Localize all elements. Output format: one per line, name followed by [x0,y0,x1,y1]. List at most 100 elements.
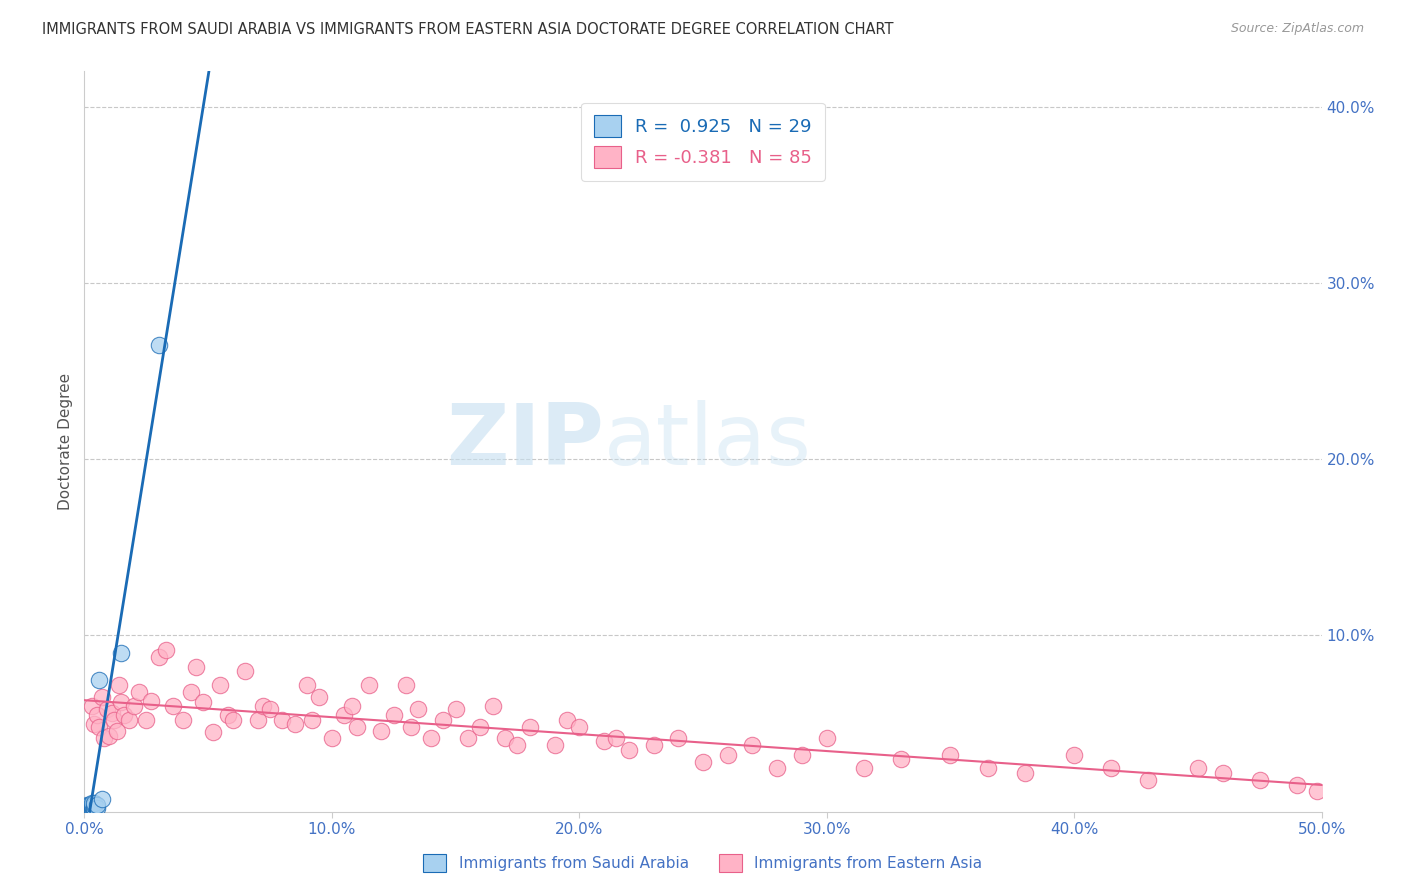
Point [108,678,131,692]
Point [271,713,294,727]
Point [110,646,132,660]
Point [90,792,112,806]
Point [112,707,135,722]
Point [357,678,380,692]
Point [1285,778,1308,792]
Point [1187,761,1209,775]
Point [890,752,912,766]
Point [815,731,838,745]
Point [284,716,307,731]
Point [252,698,274,713]
Y-axis label: Doctorate Degree: Doctorate Degree [58,373,73,510]
Point [666,731,689,745]
Point [184,660,207,674]
Point [395,678,418,692]
Point [593,734,616,748]
Point [83,797,105,812]
Point [89,720,111,734]
Point [90,690,112,705]
Point [481,698,503,713]
Point [148,649,170,664]
Point [519,720,541,734]
Legend: Immigrants from Saudi Arabia, Immigrants from Eastern Asia: Immigrants from Saudi Arabia, Immigrants… [416,846,990,880]
Point [605,731,627,745]
Point [80,797,103,812]
Point [79,801,101,815]
Point [568,720,591,734]
Point [76,801,98,815]
Point [76,797,98,812]
Point [118,713,141,727]
Point [506,738,529,752]
Point [141,694,163,708]
Legend: R =  0.925   N = 29, R = -0.381   N = 85: R = 0.925 N = 29, R = -0.381 N = 85 [581,103,825,181]
Point [408,702,430,716]
Point [86,707,108,722]
Point [741,738,763,752]
Point [333,707,356,722]
Point [80,796,103,810]
Point [79,799,101,814]
Point [494,731,516,745]
Point [76,803,98,817]
Point [1305,783,1327,797]
Point [79,799,101,814]
Point [191,695,214,709]
Point [172,713,194,727]
Point [470,720,492,734]
Point [80,799,103,814]
Point [259,702,281,716]
Point [444,702,467,716]
Point [89,673,111,687]
Point [128,685,150,699]
Point [135,713,157,727]
Text: ZIP: ZIP [446,400,605,483]
Point [457,731,479,745]
Point [543,738,565,752]
Point [103,713,125,727]
Point [976,761,998,775]
Point [1212,766,1234,780]
Point [233,664,256,678]
Point [83,801,105,815]
Point [643,738,665,752]
Point [382,707,405,722]
Point [76,801,98,815]
Point [148,337,170,351]
Point [162,698,184,713]
Point [155,642,177,657]
Point [717,748,740,763]
Point [76,799,98,814]
Point [340,698,363,713]
Point [122,698,145,713]
Point [1249,772,1271,787]
Point [80,803,103,817]
Point [370,723,392,738]
Point [301,713,323,727]
Point [76,803,98,817]
Text: IMMIGRANTS FROM SAUDI ARABIA VS IMMIGRANTS FROM EASTERN ASIA DOCTORATE DEGREE CO: IMMIGRANTS FROM SAUDI ARABIA VS IMMIGRAN… [42,22,894,37]
Point [79,801,101,815]
Point [86,797,108,812]
Point [79,797,101,812]
Point [222,713,245,727]
Point [1014,766,1036,780]
Point [202,725,225,739]
Point [419,731,441,745]
Point [246,713,269,727]
Point [555,713,578,727]
Point [79,803,101,817]
Point [939,748,962,763]
Point [83,796,105,810]
Point [295,678,318,692]
Point [321,731,343,745]
Point [346,720,368,734]
Point [852,761,875,775]
Point [86,801,108,815]
Point [79,803,101,817]
Point [110,695,132,709]
Point [105,723,128,738]
Point [1099,761,1122,775]
Point [766,761,789,775]
Point [217,707,239,722]
